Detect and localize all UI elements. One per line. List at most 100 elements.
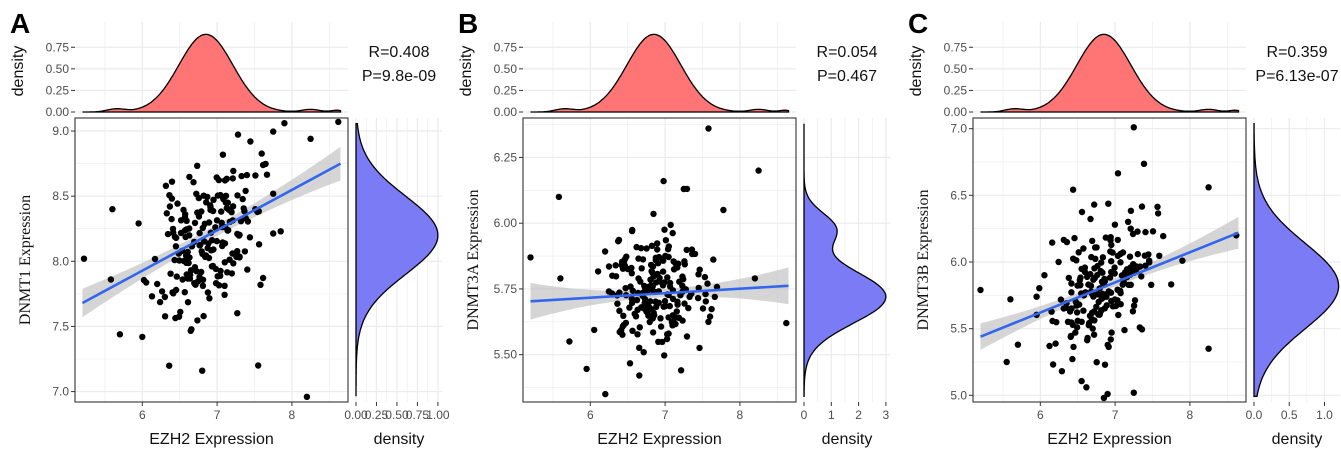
data-point bbox=[650, 210, 657, 218]
data-point bbox=[235, 232, 243, 239]
data-point bbox=[1089, 325, 1096, 332]
data-point bbox=[307, 135, 314, 142]
data-point bbox=[1099, 254, 1107, 261]
data-point bbox=[1094, 291, 1101, 298]
data-point bbox=[1102, 234, 1109, 241]
data-point bbox=[196, 242, 203, 249]
data-point bbox=[1046, 342, 1053, 350]
data-point bbox=[636, 372, 643, 379]
data-point bbox=[166, 203, 174, 210]
top-density-plot: 0.00 0.25 0.50 0.75 density bbox=[908, 22, 1246, 119]
data-point bbox=[667, 221, 674, 229]
data-point bbox=[1036, 285, 1043, 292]
data-point bbox=[116, 331, 124, 338]
right-density-tick-label: 0.00 bbox=[344, 408, 368, 422]
data-point bbox=[1127, 225, 1134, 232]
data-point bbox=[655, 253, 663, 261]
data-point bbox=[1130, 302, 1138, 309]
data-point bbox=[1067, 332, 1075, 340]
data-point bbox=[204, 244, 211, 252]
data-point bbox=[1049, 239, 1056, 246]
top-density-tick-label: 0.00 bbox=[944, 105, 968, 119]
data-point bbox=[1129, 230, 1137, 238]
data-point bbox=[665, 253, 672, 261]
data-point bbox=[1041, 272, 1048, 279]
data-point bbox=[214, 192, 222, 199]
data-point bbox=[187, 327, 194, 334]
data-point bbox=[170, 229, 177, 236]
data-point bbox=[1104, 341, 1111, 349]
data-point bbox=[174, 200, 181, 207]
data-point bbox=[1014, 341, 1022, 348]
data-point bbox=[629, 226, 636, 234]
right-density-tick-label: 0 bbox=[801, 408, 808, 422]
data-point bbox=[648, 242, 656, 249]
data-point bbox=[236, 253, 243, 260]
data-point bbox=[626, 360, 634, 367]
y-tick-label: 5.5 bbox=[950, 322, 967, 336]
data-point bbox=[241, 248, 249, 255]
data-point bbox=[671, 314, 678, 322]
data-point bbox=[1099, 290, 1106, 298]
data-point bbox=[704, 280, 711, 287]
data-point bbox=[648, 268, 655, 275]
data-point bbox=[1064, 318, 1072, 325]
data-point bbox=[252, 172, 259, 179]
x-axis-title: EZH2 Expression bbox=[149, 431, 274, 448]
top-density-tick-label: 0.50 bbox=[46, 62, 70, 76]
data-point bbox=[203, 199, 210, 206]
data-point bbox=[1117, 259, 1124, 266]
data-point bbox=[230, 260, 237, 267]
data-point bbox=[182, 233, 189, 241]
data-point bbox=[230, 167, 237, 175]
data-point bbox=[601, 248, 609, 255]
right-density-tick-label: 1.0 bbox=[1316, 408, 1333, 422]
data-point bbox=[1083, 273, 1091, 281]
data-point bbox=[244, 266, 251, 273]
data-point bbox=[1103, 302, 1110, 309]
data-point bbox=[1055, 258, 1062, 266]
x-tick-label: 7 bbox=[1112, 408, 1119, 422]
data-point bbox=[663, 335, 671, 343]
data-point bbox=[1093, 359, 1100, 366]
data-point bbox=[238, 172, 245, 180]
y-tick-label: 9.0 bbox=[52, 124, 69, 138]
data-point bbox=[202, 252, 210, 259]
data-point bbox=[591, 326, 598, 334]
data-point bbox=[527, 254, 534, 261]
data-point bbox=[240, 205, 247, 212]
top-density-tick-label: 0.25 bbox=[494, 83, 518, 97]
data-point bbox=[681, 300, 688, 307]
data-point bbox=[234, 310, 241, 317]
data-point bbox=[631, 310, 638, 317]
data-point bbox=[751, 275, 759, 282]
data-point bbox=[701, 273, 709, 281]
data-point bbox=[218, 208, 225, 215]
data-point bbox=[154, 280, 161, 288]
data-point bbox=[615, 238, 622, 245]
data-point bbox=[708, 305, 715, 313]
data-point bbox=[633, 243, 640, 251]
data-point bbox=[168, 178, 176, 185]
data-point bbox=[109, 206, 116, 213]
top-density-tick-label: 0.75 bbox=[944, 40, 968, 54]
right-density-tick-label: 0.50 bbox=[385, 408, 409, 422]
data-point bbox=[1071, 234, 1078, 242]
data-point bbox=[654, 246, 661, 253]
p-value: P=6.13e-07 bbox=[1255, 68, 1338, 85]
data-point bbox=[605, 288, 613, 295]
data-point bbox=[1068, 289, 1075, 296]
data-point bbox=[208, 237, 216, 244]
top-density-axis-title: density bbox=[10, 46, 27, 97]
data-point bbox=[1063, 238, 1071, 246]
data-point bbox=[255, 241, 263, 248]
data-point bbox=[1078, 208, 1086, 216]
data-point bbox=[221, 177, 229, 184]
data-point bbox=[1123, 266, 1131, 273]
data-point bbox=[198, 268, 205, 276]
data-point bbox=[614, 300, 621, 307]
x-tick-label: 8 bbox=[737, 408, 744, 422]
data-point bbox=[626, 304, 633, 311]
data-point bbox=[1091, 201, 1098, 208]
data-point bbox=[199, 224, 206, 232]
